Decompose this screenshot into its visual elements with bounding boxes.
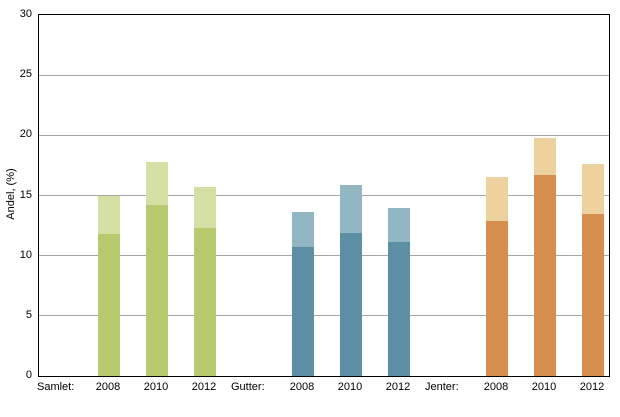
bar-jenter-2008: [486, 177, 508, 376]
x-tick-label-jenter-2012: 2012: [579, 381, 605, 393]
y-tick-label-5: 5: [25, 308, 32, 321]
x-tick-label-samlet-2008: 2008: [95, 381, 121, 393]
bar-segment-top: [194, 187, 216, 228]
bar-segment-bottom: [534, 175, 556, 376]
bar-segment-top: [582, 164, 604, 214]
y-tick-label-30: 30: [19, 8, 32, 20]
x-tick-label-samlet-2012: 2012: [191, 381, 217, 393]
x-tick-label-jenter-2010: 2010: [531, 381, 557, 393]
bar-segment-top: [486, 177, 508, 221]
y-tick-label-15: 15: [19, 188, 32, 201]
bar-samlet-2008: [98, 195, 120, 376]
gridline-y-15: [39, 195, 609, 196]
bar-segment-top: [98, 195, 120, 235]
bar-segment-top: [340, 184, 362, 233]
x-tick-label-gutter-2010: 2010: [337, 381, 363, 393]
x-tick-label-samlet-2010: 2010: [143, 381, 169, 393]
x-tick-label-gutter-2008: 2008: [289, 381, 315, 393]
bar-samlet-2010: [146, 161, 168, 376]
x-tick-label-jenter-2008: 2008: [483, 381, 509, 393]
bar-segment-bottom: [582, 213, 604, 376]
bar-samlet-2012: [194, 187, 216, 376]
gridline-y-10: [39, 255, 609, 257]
bar-segment-top: [146, 161, 168, 206]
bar-segment-top: [292, 212, 314, 248]
bar-segment-top: [388, 207, 410, 243]
bar-segment-bottom: [146, 205, 168, 376]
y-tick-label-20: 20: [19, 128, 32, 141]
plot-area: [38, 14, 610, 377]
bar-segment-bottom: [292, 247, 314, 376]
group-label-samlet: Samlet:: [37, 381, 75, 393]
group-label-jenter: Jenter:: [425, 381, 459, 393]
y-tick-label-10: 10: [19, 248, 32, 261]
bar-segment-bottom: [194, 228, 216, 376]
bar-jenter-2010: [534, 137, 556, 376]
bar-segment-bottom: [340, 232, 362, 376]
bar-segment-top: [534, 137, 556, 176]
bar-segment-bottom: [388, 242, 410, 376]
bar-segment-bottom: [486, 220, 508, 376]
gridline-y-5: [39, 315, 609, 317]
bar-gutter-2012: [388, 207, 410, 376]
y-tick-label-25: 25: [19, 68, 32, 81]
bar-segment-bottom: [98, 234, 120, 376]
gridline-y-25: [39, 74, 609, 76]
bar-gutter-2010: [340, 184, 362, 376]
x-tick-label-gutter-2012: 2012: [385, 381, 411, 393]
group-label-gutter: Gutter:: [231, 381, 265, 393]
bar-jenter-2012: [582, 164, 604, 376]
bar-gutter-2008: [292, 212, 314, 376]
y-tick-label-0: 0: [25, 369, 32, 381]
gridline-y-20: [39, 134, 609, 136]
